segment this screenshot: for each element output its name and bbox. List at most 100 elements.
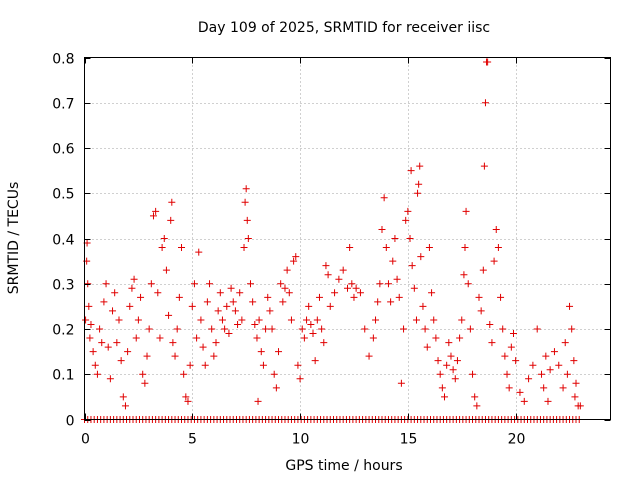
data-point xyxy=(98,339,106,347)
data-point xyxy=(197,316,205,324)
data-point xyxy=(365,352,373,360)
x-tick-label: 0 xyxy=(81,432,90,448)
data-point xyxy=(404,207,412,215)
data-point xyxy=(208,325,216,333)
data-point xyxy=(262,325,270,333)
data-point xyxy=(507,343,515,351)
data-point xyxy=(443,361,451,369)
data-point xyxy=(279,298,287,306)
data-point xyxy=(229,298,237,306)
y-tick-label: 0.2 xyxy=(52,323,74,339)
data-point xyxy=(570,357,578,365)
data-point xyxy=(272,384,280,392)
data-point xyxy=(206,280,214,288)
data-point xyxy=(391,235,399,242)
data-point xyxy=(111,289,119,297)
data-point xyxy=(473,402,481,410)
y-tick-label: 0.5 xyxy=(52,187,74,203)
data-point xyxy=(538,370,546,378)
data-point xyxy=(270,370,278,378)
data-point xyxy=(275,348,283,356)
data-point xyxy=(417,253,425,261)
axis-ticks: 0 0.1 0.2 0.3 0.4 0.5 0.6 0.7 0.8 0 5 10 15 20 xyxy=(52,52,611,448)
data-point xyxy=(141,379,149,387)
data-point xyxy=(268,325,276,333)
data-point xyxy=(490,257,498,265)
data-point xyxy=(199,343,207,351)
data-point xyxy=(361,325,369,333)
x-tick-label: 5 xyxy=(188,432,197,448)
data-point xyxy=(147,280,155,288)
data-point xyxy=(479,266,487,274)
data-point xyxy=(254,397,262,405)
data-point xyxy=(296,375,304,383)
data-point xyxy=(480,162,488,170)
data-point xyxy=(576,402,584,410)
data-point xyxy=(184,397,192,405)
data-point xyxy=(451,375,459,383)
data-point xyxy=(100,298,108,306)
data-point xyxy=(119,393,127,401)
data-point xyxy=(87,320,95,328)
x-tick-label: 15 xyxy=(400,432,418,448)
data-point xyxy=(571,393,579,401)
data-point xyxy=(324,271,332,279)
data-point xyxy=(238,316,246,324)
data-point xyxy=(203,298,211,306)
data-point xyxy=(335,275,343,283)
data-point xyxy=(307,320,315,328)
data-point xyxy=(318,325,326,333)
y-tick-label: 0.8 xyxy=(52,52,74,68)
data-point xyxy=(400,325,408,333)
data-point xyxy=(124,348,132,356)
data-point xyxy=(389,257,397,265)
data-point xyxy=(542,352,550,360)
data-point xyxy=(559,384,567,392)
data-point xyxy=(311,357,319,365)
data-point xyxy=(178,244,186,252)
data-point xyxy=(102,280,110,288)
data-point xyxy=(393,275,401,283)
data-point xyxy=(152,207,160,215)
data-point xyxy=(344,284,351,292)
data-point xyxy=(550,348,558,356)
data-point xyxy=(154,289,162,297)
data-point xyxy=(512,357,520,365)
data-point xyxy=(462,207,470,215)
data-point xyxy=(402,216,410,224)
data-point xyxy=(378,225,386,233)
data-point xyxy=(156,334,164,342)
data-point xyxy=(315,293,323,301)
data-point xyxy=(466,325,474,333)
data-point xyxy=(231,307,239,315)
data-point xyxy=(425,244,433,252)
data-point xyxy=(376,280,384,288)
data-point xyxy=(126,302,134,310)
data-point xyxy=(214,307,222,315)
data-point xyxy=(182,393,190,401)
data-point xyxy=(253,334,261,342)
data-point xyxy=(117,357,125,365)
data-point xyxy=(89,348,97,356)
data-point xyxy=(175,293,183,301)
data-point xyxy=(91,361,99,369)
data-point xyxy=(469,370,477,378)
data-point xyxy=(348,280,356,288)
y-tick-label: 0.1 xyxy=(52,368,74,384)
plot-frame xyxy=(84,57,611,420)
data-point xyxy=(93,370,101,378)
data-point xyxy=(492,225,500,233)
data-point xyxy=(484,58,492,66)
data-point xyxy=(509,330,517,338)
data-point xyxy=(305,302,313,310)
data-point xyxy=(132,334,140,342)
data-point xyxy=(188,302,196,310)
data-point xyxy=(186,361,194,369)
data-point xyxy=(244,235,252,242)
data-point xyxy=(505,384,513,392)
data-point xyxy=(309,330,317,338)
data-point xyxy=(149,212,157,220)
data-point xyxy=(290,257,298,265)
data-point xyxy=(115,316,123,324)
